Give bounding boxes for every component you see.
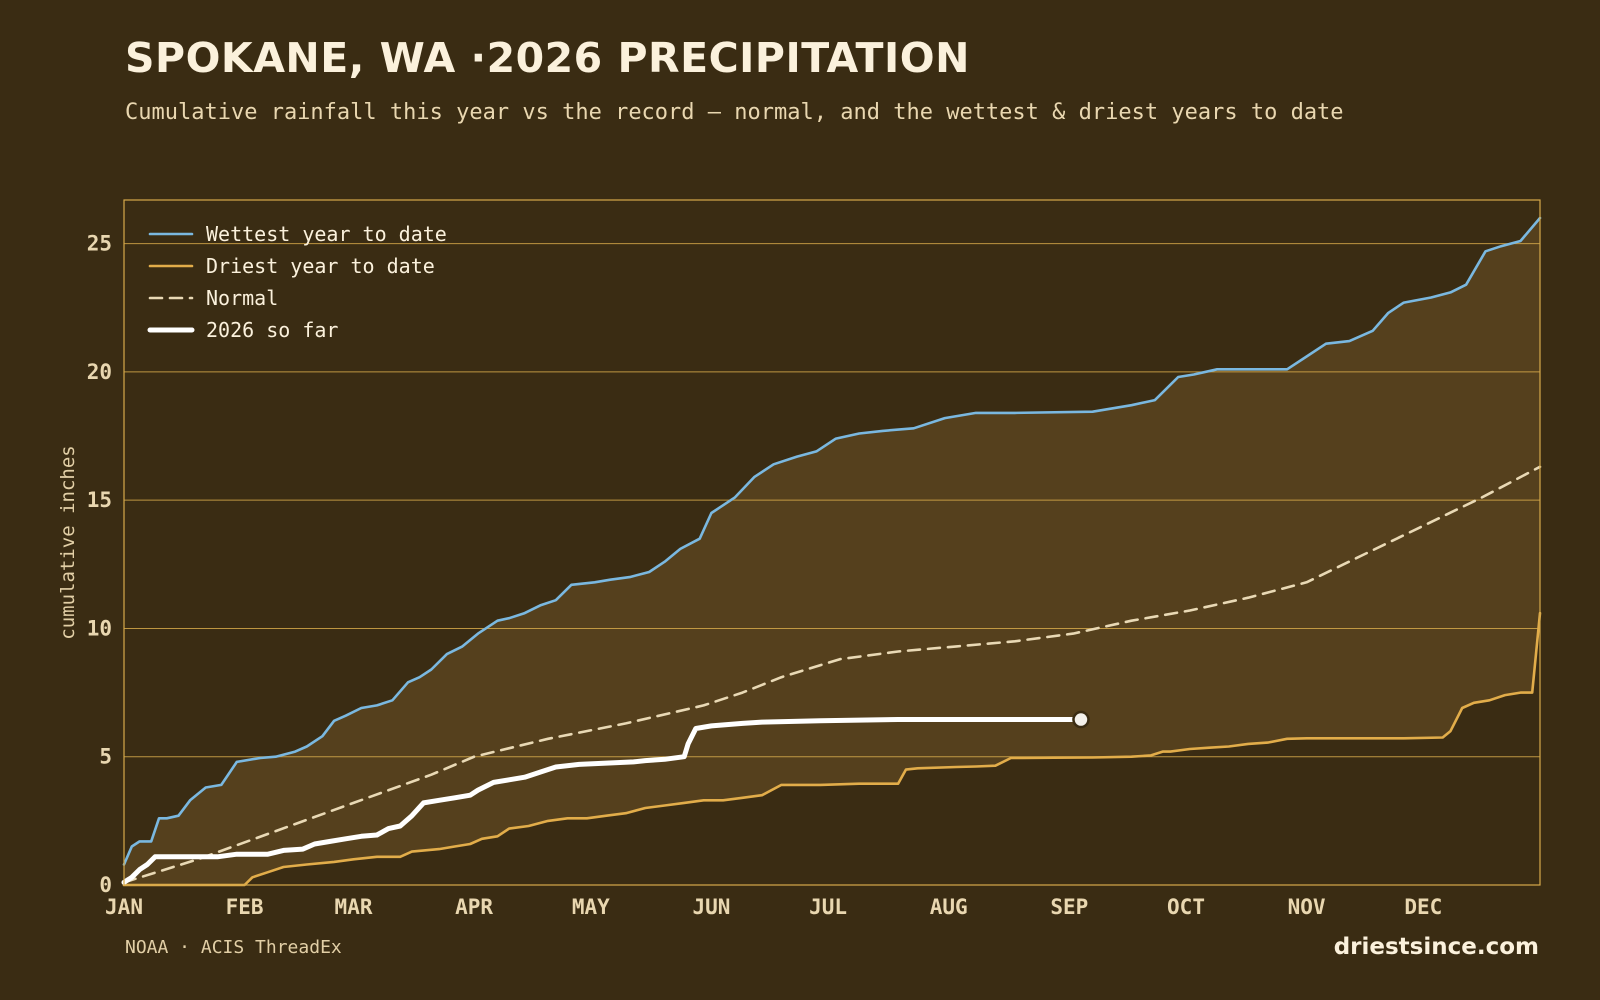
legend-item-normal: Normal xyxy=(148,286,278,310)
wet-dry-range-band xyxy=(124,217,1540,885)
series-line-normal xyxy=(122,465,1542,884)
data-source: NOAA · ACIS ThreadEx xyxy=(125,937,342,958)
axes: 0 5 10 15 20 25 JAN FEB MAR APR MAY JUN JUL AUG SEP OCT… xyxy=(57,232,1442,919)
brand-link[interactable]: driestsince.com xyxy=(1333,934,1539,960)
legend-label: Wettest year to date xyxy=(206,222,447,246)
legend-item-2026-so-far: 2026 so far xyxy=(147,318,338,342)
x-tick-label: FEB xyxy=(226,895,264,919)
x-tick-label: JUL xyxy=(809,895,847,919)
y-tick-label: 25 xyxy=(87,232,112,256)
x-tick-label: JUN xyxy=(692,895,730,919)
y-tick-label: 10 xyxy=(87,616,112,640)
legend: Wettest year to date Driest year to date N… xyxy=(147,222,447,342)
chart-title: SPOKANE, WA ·2026 PRECIPITATION xyxy=(125,34,970,82)
y-axis-label: cumulative inches xyxy=(57,445,79,639)
y-tick-label: 0 xyxy=(99,873,112,897)
gridlines xyxy=(124,243,1540,758)
series-lines xyxy=(121,216,1542,887)
y-tick-label: 20 xyxy=(87,360,112,384)
plot-border xyxy=(123,199,1541,886)
x-tick-label: MAR xyxy=(335,895,373,919)
legend-label: 2026 so far xyxy=(206,318,338,342)
x-tick-label: MAY xyxy=(572,895,610,919)
wet-dry-band-layer xyxy=(124,217,1540,885)
x-tick-label: JAN xyxy=(105,895,143,919)
legend-label: Driest year to date xyxy=(206,254,435,278)
plot-frame xyxy=(123,199,1541,886)
series-line-2026-so-far xyxy=(121,717,1084,885)
x-tick-label: DEC xyxy=(1404,895,1442,919)
series-line-driest-year-to-date xyxy=(122,611,1542,887)
x-tick-label: APR xyxy=(455,895,493,919)
legend-label: Normal xyxy=(206,286,278,310)
x-tick-label: OCT xyxy=(1167,895,1205,919)
series-line-wettest-year-to-date xyxy=(122,216,1542,866)
y-tick-label: 15 xyxy=(87,488,112,512)
legend-item-driest-year-to-date: Driest year to date xyxy=(148,254,435,278)
y-tick-label: 5 xyxy=(99,745,112,769)
x-tick-label: NOV xyxy=(1288,895,1326,919)
x-tick-label: SEP xyxy=(1050,895,1088,919)
chart-subtitle: Cumulative rainfall this year vs the rec… xyxy=(125,100,1344,125)
latest-value-marker xyxy=(1072,710,1090,729)
x-tick-label: AUG xyxy=(930,895,968,919)
legend-item-wettest-year-to-date: Wettest year to date xyxy=(148,222,447,246)
